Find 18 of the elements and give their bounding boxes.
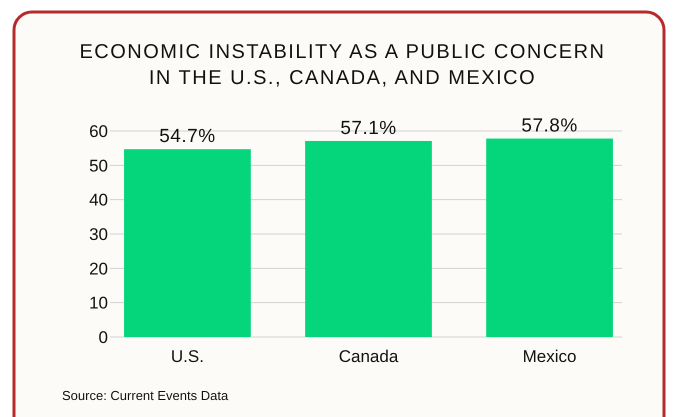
bar — [124, 149, 251, 337]
y-tick-label: 0 — [98, 328, 108, 347]
data-label: 57.1% — [340, 118, 397, 139]
x-tick-label: Canada — [338, 347, 399, 366]
y-tick-label: 30 — [89, 224, 108, 244]
data-label: 57.8% — [521, 116, 578, 137]
bar — [305, 140, 432, 337]
y-tick-label: 40 — [89, 190, 108, 210]
y-tick-label: 50 — [89, 156, 108, 176]
y-tick-label: 10 — [89, 294, 108, 313]
bar — [486, 138, 613, 337]
data-label: 54.7% — [159, 126, 216, 148]
y-tick-label: 60 — [89, 122, 108, 141]
x-tick-label: Mexico — [522, 347, 576, 366]
y-tick-label: 20 — [89, 259, 108, 278]
chart-title: ECONOMIC INSTABILITY AS A PUBLIC CONCERN IN THE U.S., CANADA, AND MEXICO — [79, 41, 606, 89]
source-note: Source: Current Events Data — [62, 388, 229, 403]
x-tick-label: U.S. — [170, 347, 204, 366]
